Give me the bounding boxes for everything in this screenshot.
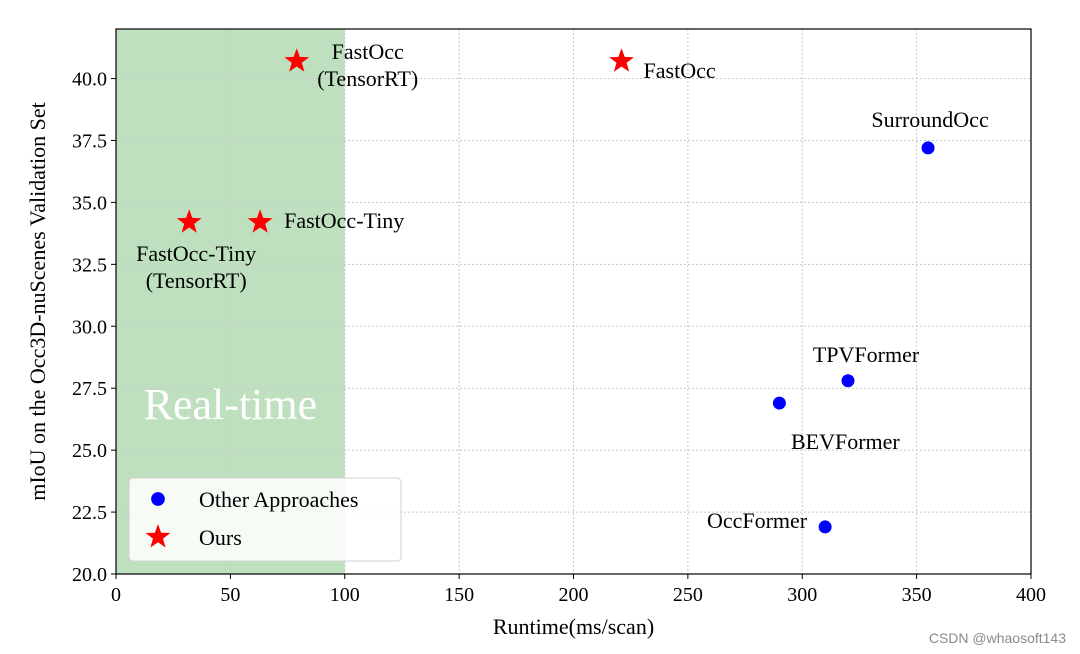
star-point [284, 48, 310, 72]
circle-point [818, 520, 832, 534]
legend-box [128, 477, 402, 562]
y-tick-label: 22.5 [72, 502, 107, 524]
y-tick-label: 25.0 [72, 440, 107, 462]
legend-label: Ours [199, 525, 242, 550]
legend-label: Other Approaches [199, 487, 358, 512]
y-axis-title: mIoU on the Occ3D-nuScenes Validation Se… [25, 102, 50, 501]
star-point [176, 209, 202, 233]
y-tick-label: 32.5 [72, 254, 107, 276]
y-tick-label: 35.0 [72, 192, 107, 214]
y-tick-label: 20.0 [72, 564, 107, 586]
circle-point [772, 396, 786, 410]
point-label: FastOcc-Tiny [284, 208, 404, 233]
point-label: FastOcc (TensorRT) [317, 39, 418, 91]
x-tick-label: 50 [220, 584, 240, 606]
x-axis-title: Runtime(ms/scan) [493, 614, 654, 639]
point-labels: SurroundOcc TPVFormer BEVFormer OccFormer Fa… [136, 39, 989, 533]
legend: Other Approaches Ours [128, 477, 402, 562]
circle-point [841, 374, 855, 388]
x-tick-label: 0 [111, 584, 121, 606]
x-tick-label: 100 [330, 584, 360, 606]
x-tick-label: 400 [1016, 584, 1046, 606]
star-point [247, 209, 273, 233]
point-label: FastOcc [644, 58, 716, 83]
star-point [609, 48, 634, 72]
axis-ticks: 0 50 100 150 200 250 300 350 400 20.0 22.5 25.0 27.5… [72, 69, 1046, 606]
point-label: OccFormer [707, 508, 808, 533]
y-tick-label: 30.0 [72, 316, 107, 338]
point-label: TPVFormer [813, 342, 920, 367]
watermark: CSDN @whaosoft143 [928, 630, 1066, 646]
x-tick-label: 150 [444, 584, 474, 606]
legend-marker [151, 492, 165, 506]
x-tick-label: 350 [902, 584, 932, 606]
data-points [176, 48, 935, 534]
y-tick-label: 27.5 [72, 378, 107, 400]
x-tick-label: 250 [673, 584, 703, 606]
y-tick-label: 40.0 [72, 69, 107, 91]
x-tick-label: 200 [559, 584, 589, 606]
point-label: FastOcc-Tiny (TensorRT) [136, 241, 256, 293]
x-tick-label: 300 [787, 584, 817, 606]
circle-point [921, 141, 935, 155]
legend-marker [145, 524, 171, 548]
point-label: BEVFormer [791, 429, 900, 454]
point-label: SurroundOcc [871, 107, 989, 132]
y-tick-label: 37.5 [72, 130, 107, 152]
